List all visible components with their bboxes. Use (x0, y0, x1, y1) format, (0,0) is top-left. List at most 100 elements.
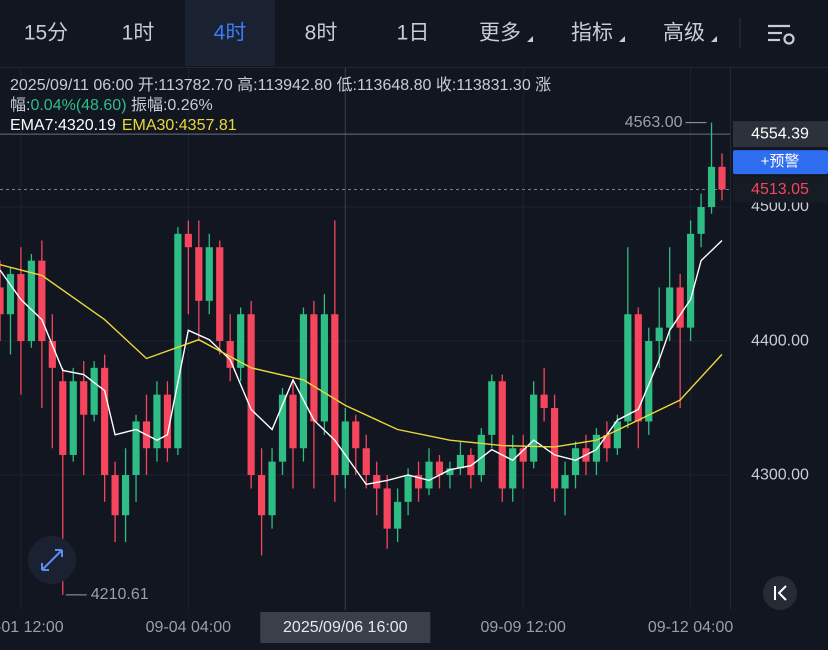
candle-body (153, 394, 161, 449)
last-price: 4513.05 (751, 181, 809, 198)
candle-body (414, 475, 423, 489)
candle-body (27, 260, 35, 342)
candle-body (645, 341, 653, 422)
candle-body (592, 434, 601, 462)
candle-body (425, 461, 433, 489)
candle-body (571, 448, 580, 476)
candle-body (237, 314, 245, 368)
candle-body (613, 421, 621, 449)
x-tick-label: 09-09 12:00 (480, 619, 566, 636)
candle-body (435, 461, 444, 476)
tab[interactable]: 更多 (479, 22, 521, 45)
candle-body (603, 434, 611, 449)
candle-body (362, 448, 370, 476)
tab[interactable]: 高级 (663, 22, 705, 45)
candle-body (195, 247, 203, 301)
x-tick-label: 09-04 04:00 (146, 619, 232, 636)
high-marker-label: 4563.00 (625, 114, 683, 131)
y-tick-label: 4400.00 (751, 332, 809, 349)
candle-body (48, 341, 56, 368)
candle-body (718, 166, 726, 190)
candle-body (404, 475, 412, 502)
candle-body (707, 166, 716, 208)
ema-legend: EMA7:4320.19 EMA30:4357.81 (10, 117, 237, 134)
candle-body (310, 314, 318, 422)
candle-body (331, 314, 339, 476)
candle-body (341, 421, 349, 476)
candle-body (69, 381, 77, 455)
alert-button-label: +预警 (761, 153, 800, 170)
candle-body (38, 260, 46, 342)
candle-body (174, 233, 182, 449)
candle-body (163, 394, 172, 449)
candle-body (289, 394, 297, 449)
crosshair-x-tag (260, 612, 431, 643)
candle-body (352, 421, 360, 449)
x-tick-label: 09-12 04:00 (648, 619, 734, 636)
active-tab-bg (185, 0, 275, 66)
low-marker-label: 4210.61 (91, 586, 149, 603)
candle-body (278, 394, 287, 462)
candle-body (257, 475, 266, 516)
candle-body (216, 247, 224, 342)
candle-body (80, 381, 88, 415)
tab[interactable]: 1日 (397, 22, 430, 45)
crosshair-x-label: 2025/09/06 16:00 (283, 619, 408, 636)
plot (0, 68, 730, 610)
candle-body (509, 448, 517, 489)
candle-body (0, 287, 4, 315)
candle-body (530, 394, 538, 462)
candle-body (111, 475, 119, 516)
candle-body (184, 233, 192, 248)
tab[interactable]: 1时 (122, 22, 155, 45)
y-tick-label: 4300.00 (751, 466, 809, 483)
candle-body (519, 448, 527, 462)
toolbar (0, 0, 828, 68)
candle-body (247, 314, 255, 476)
candle-body (226, 341, 234, 368)
candle-body (634, 314, 642, 422)
candle-body (550, 408, 559, 489)
candle-body (59, 381, 67, 455)
change-value: 0.04%(48.60) (30, 97, 126, 114)
x-tick-label: 09-01 12:00 (0, 619, 64, 636)
candle-body (676, 287, 684, 328)
ema-line (0, 264, 723, 448)
alert-button[interactable] (733, 150, 828, 175)
last-price-tag (733, 176, 828, 203)
tab[interactable]: 4时 (214, 22, 247, 45)
candle-body (446, 468, 454, 476)
settings-icon[interactable] (768, 24, 795, 45)
dropdown-arrows (527, 36, 717, 42)
tab[interactable]: 15分 (24, 22, 68, 45)
candle-body (132, 421, 140, 476)
candle-body (90, 367, 98, 415)
ema7-label: EMA7:4320.19 (10, 117, 116, 134)
jump-latest-button[interactable] (763, 576, 797, 610)
candle-body (121, 475, 130, 516)
ema30-label: EMA30:4357.81 (122, 117, 237, 134)
candle-body (383, 488, 391, 529)
crosshair-price: 4554.39 (751, 125, 809, 142)
candle-body (17, 274, 25, 342)
candle-body (697, 207, 705, 234)
candle-body (666, 287, 674, 328)
candle-body (624, 314, 632, 422)
candle-body (498, 381, 506, 489)
candle-body (299, 314, 308, 449)
candle-body (477, 434, 485, 476)
tab[interactable]: 指标 (571, 22, 613, 45)
header-line: 幅:0.04%(48.60) 振幅:0.26% (10, 96, 213, 114)
candle-body (205, 247, 213, 301)
tab[interactable]: 8时 (305, 22, 338, 45)
candle-body (687, 233, 695, 328)
label: 幅: (10, 96, 30, 114)
candle-body (101, 367, 109, 476)
candle-body (488, 381, 496, 435)
candle-body (456, 454, 465, 469)
candle-body (320, 314, 328, 422)
zoom-icon[interactable] (28, 536, 76, 584)
candle-body (655, 327, 663, 342)
candle-body (268, 461, 276, 516)
